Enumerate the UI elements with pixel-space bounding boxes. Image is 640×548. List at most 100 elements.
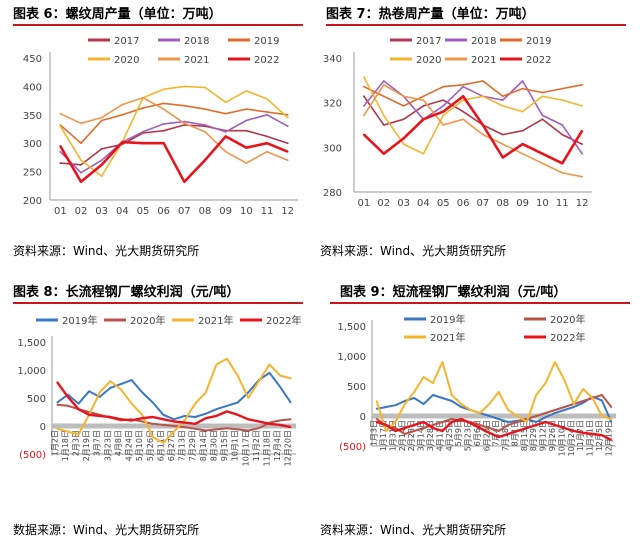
x-tick-label: 7月29日 xyxy=(188,430,197,461)
data-point xyxy=(432,424,434,426)
x-tick-label: 8月14日 xyxy=(199,430,208,461)
data-point xyxy=(442,124,445,126)
x-tick-label: 4月25日 xyxy=(445,420,454,451)
x-tick-label: 6月6日 xyxy=(473,420,482,446)
data-point xyxy=(204,124,206,126)
y-tick-label: (500) xyxy=(19,450,46,461)
legend-label: 2017 xyxy=(416,36,441,47)
data-point xyxy=(581,175,583,178)
x-tick-label: 02 xyxy=(75,206,88,217)
data-point xyxy=(432,382,434,384)
data-point xyxy=(403,403,406,405)
x-tick-label: 1月31日 xyxy=(388,420,397,451)
data-point xyxy=(382,95,385,98)
source-note-6: 资料来源：Wind、光大期货研究所 xyxy=(13,244,200,258)
data-point xyxy=(581,104,583,107)
data-point xyxy=(236,401,239,404)
x-tick-label: 3月23日 xyxy=(103,430,112,461)
data-point xyxy=(80,180,82,183)
data-point xyxy=(204,86,206,89)
series-line-2019年 xyxy=(376,394,613,423)
data-point xyxy=(257,420,260,423)
data-point xyxy=(80,122,82,125)
data-point xyxy=(100,159,103,162)
series-line-2017 xyxy=(363,95,583,145)
series-line-2017 xyxy=(60,124,288,166)
data-point xyxy=(204,412,207,415)
data-point xyxy=(236,413,239,416)
data-point xyxy=(162,413,165,416)
data-point xyxy=(482,133,484,136)
data-point xyxy=(507,421,509,423)
data-point xyxy=(224,101,227,104)
x-tick-label: 9月15日 xyxy=(220,430,229,461)
data-point xyxy=(226,427,228,430)
series-line-2020年 xyxy=(376,394,613,435)
data-point xyxy=(501,156,504,159)
data-point xyxy=(142,142,144,145)
data-point xyxy=(402,95,405,98)
data-point xyxy=(286,142,289,145)
data-point xyxy=(266,142,268,145)
chart-7-svg: 280 300 320 340 01 02 03 04 05 06 07 08 09 10 11 12 2017… xyxy=(323,36,592,209)
data-point xyxy=(403,427,406,429)
data-point xyxy=(120,418,122,421)
data-point xyxy=(535,424,538,426)
legend-label: 2020年 xyxy=(550,313,585,326)
chart-title-9: 图表 9：短流程钢厂螺纹利润（元/吨） xyxy=(340,285,567,300)
data-point xyxy=(432,427,434,429)
data-point xyxy=(59,145,62,147)
data-point xyxy=(554,409,556,411)
x-tick-label: 8月15日 xyxy=(520,420,529,451)
data-point xyxy=(402,104,405,107)
data-point xyxy=(226,357,228,360)
data-point xyxy=(601,415,603,417)
x-tick-label: 06 xyxy=(457,198,470,209)
data-point xyxy=(279,423,281,426)
data-point xyxy=(268,422,271,425)
data-point xyxy=(394,427,397,429)
data-point xyxy=(226,404,228,407)
data-point xyxy=(245,90,248,92)
x-tick-label: 12月4日 xyxy=(273,430,282,461)
data-point xyxy=(109,416,112,418)
series-line-2022年 xyxy=(376,417,612,442)
y-tick-label: 280 xyxy=(323,188,342,199)
data-point xyxy=(173,418,175,421)
series-line-2022 xyxy=(59,135,289,184)
chart-panel-9: 图表 9：短流程钢厂螺纹利润（元/吨） (500) 0 500 1,000 1,500 1… xyxy=(320,278,640,548)
data-point xyxy=(375,407,378,410)
data-point xyxy=(142,96,144,99)
x-tick-label: 08 xyxy=(496,198,509,209)
data-point xyxy=(402,137,405,140)
data-point xyxy=(88,390,91,393)
data-point xyxy=(151,422,154,425)
data-point xyxy=(245,119,248,122)
data-point xyxy=(394,421,397,423)
data-point xyxy=(507,409,509,411)
data-point xyxy=(450,400,453,402)
data-point xyxy=(422,403,425,405)
data-point xyxy=(56,401,59,404)
x-tick-label: 4月24日 xyxy=(125,430,134,461)
data-point xyxy=(385,406,387,408)
y-tick-label: 1,500 xyxy=(17,338,46,349)
data-point xyxy=(162,122,165,125)
data-point xyxy=(572,406,575,408)
x-tick-label: 04 xyxy=(116,206,129,217)
chart-title-8: 图表 8：长流程钢厂螺纹利润（元/吨） xyxy=(13,285,240,300)
y-tick-label: 200 xyxy=(23,196,42,207)
y-tick-label: 450 xyxy=(23,54,42,65)
data-point xyxy=(224,150,227,153)
data-point xyxy=(121,113,124,116)
title-rule-9 xyxy=(330,302,630,304)
data-point xyxy=(402,143,405,146)
data-point xyxy=(215,415,218,417)
y-tick-label: 1,000 xyxy=(337,352,366,363)
data-point xyxy=(413,391,416,393)
data-point xyxy=(56,381,59,384)
data-point xyxy=(183,419,186,422)
data-point xyxy=(226,410,228,413)
data-point xyxy=(257,427,260,430)
data-point xyxy=(442,114,445,117)
